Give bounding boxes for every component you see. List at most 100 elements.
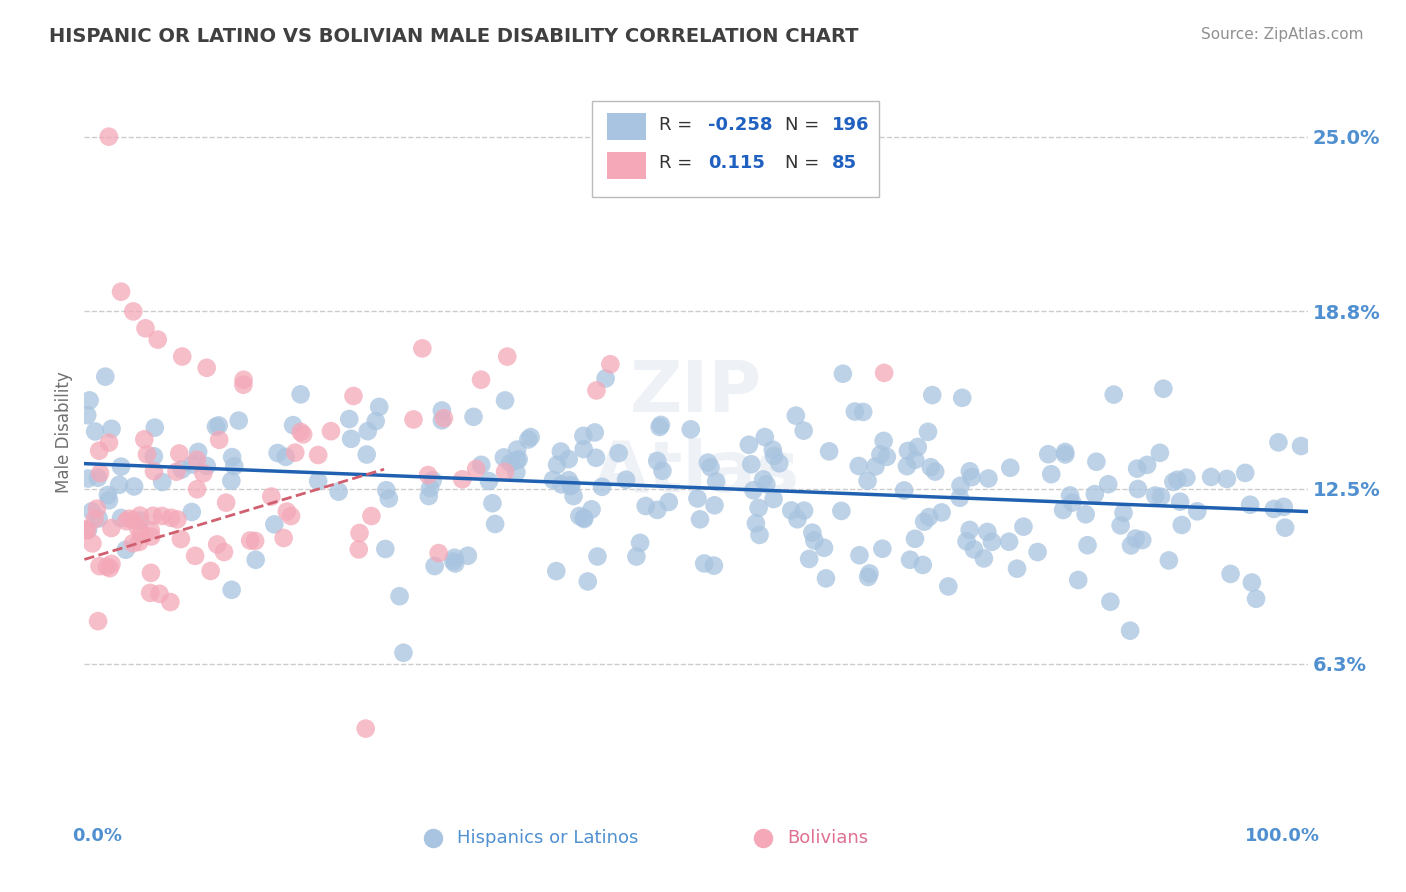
Point <box>221 474 243 488</box>
Point <box>748 528 770 542</box>
Point <box>441 554 464 568</box>
Point <box>896 459 918 474</box>
Point <box>1005 562 1028 576</box>
Point <box>645 454 668 468</box>
Point <box>557 452 579 467</box>
Point <box>76 408 98 422</box>
Point <box>786 512 808 526</box>
Point <box>243 533 266 548</box>
Point <box>1067 573 1090 587</box>
Point <box>430 403 453 417</box>
Point <box>955 534 977 549</box>
Point <box>949 479 972 493</box>
Point <box>228 414 250 428</box>
Point <box>658 495 681 509</box>
Point <box>443 550 465 565</box>
Point <box>136 447 159 461</box>
Point <box>368 400 391 414</box>
Text: N =: N = <box>786 154 820 172</box>
Point <box>82 536 104 550</box>
Point <box>1126 461 1149 475</box>
Text: HISPANIC OR LATINO VS BOLIVIAN MALE DISABILITY CORRELATION CHART: HISPANIC OR LATINO VS BOLIVIAN MALE DISA… <box>49 27 859 45</box>
Point <box>679 422 702 436</box>
Point <box>856 474 879 488</box>
Point <box>703 558 725 573</box>
Point <box>541 473 564 487</box>
Point <box>976 524 998 539</box>
Point <box>506 442 529 457</box>
Point <box>215 496 238 510</box>
Point <box>110 285 132 299</box>
Point <box>586 549 609 564</box>
Text: N =: N = <box>786 116 820 134</box>
Point <box>89 443 111 458</box>
Point <box>221 582 243 597</box>
Point <box>131 526 153 541</box>
Point <box>748 500 770 515</box>
Point <box>224 459 246 474</box>
Point <box>141 529 163 543</box>
Point <box>693 557 716 571</box>
Point <box>388 589 411 603</box>
Point <box>1187 504 1209 518</box>
Point <box>418 489 440 503</box>
Point <box>1084 487 1107 501</box>
Point <box>374 541 396 556</box>
Point <box>221 450 243 464</box>
Point <box>354 722 377 736</box>
Point <box>686 491 709 506</box>
Point <box>115 514 138 528</box>
Point <box>920 460 942 475</box>
Point <box>87 511 110 525</box>
Point <box>281 418 304 433</box>
Point <box>1163 475 1185 489</box>
Point <box>550 444 572 458</box>
Point <box>917 425 939 439</box>
Point <box>614 473 637 487</box>
Point <box>180 505 202 519</box>
Point <box>433 411 456 425</box>
Point <box>273 531 295 545</box>
Point <box>1026 545 1049 559</box>
Point <box>1216 472 1239 486</box>
Point <box>274 450 297 464</box>
Point <box>762 491 785 506</box>
Point <box>418 468 440 483</box>
Point <box>763 449 786 463</box>
Point <box>1074 508 1097 522</box>
Point <box>703 498 725 512</box>
Point <box>977 471 1000 485</box>
Point <box>803 533 825 548</box>
Point <box>738 438 761 452</box>
Point <box>1166 473 1188 487</box>
Point <box>239 533 262 548</box>
Point <box>349 526 371 541</box>
Point <box>893 483 915 498</box>
Point <box>572 511 595 525</box>
Point <box>904 452 927 467</box>
Point <box>780 503 803 517</box>
Point <box>114 542 136 557</box>
Point <box>1144 488 1167 502</box>
Point <box>494 465 516 479</box>
Point <box>75 523 97 537</box>
Point <box>505 465 527 479</box>
Point <box>170 462 193 476</box>
Point <box>98 561 121 575</box>
Point <box>80 504 103 518</box>
Point <box>1152 382 1174 396</box>
Point <box>266 446 288 460</box>
Point <box>506 453 529 467</box>
Point <box>200 564 222 578</box>
Point <box>86 501 108 516</box>
Point <box>186 482 208 496</box>
Point <box>232 373 254 387</box>
Point <box>457 549 479 563</box>
Text: 0.0%: 0.0% <box>72 827 122 846</box>
Point <box>650 417 672 432</box>
Point <box>742 483 765 498</box>
Point <box>496 350 519 364</box>
FancyBboxPatch shape <box>606 113 645 140</box>
Point <box>100 557 122 571</box>
Point <box>1062 495 1084 509</box>
